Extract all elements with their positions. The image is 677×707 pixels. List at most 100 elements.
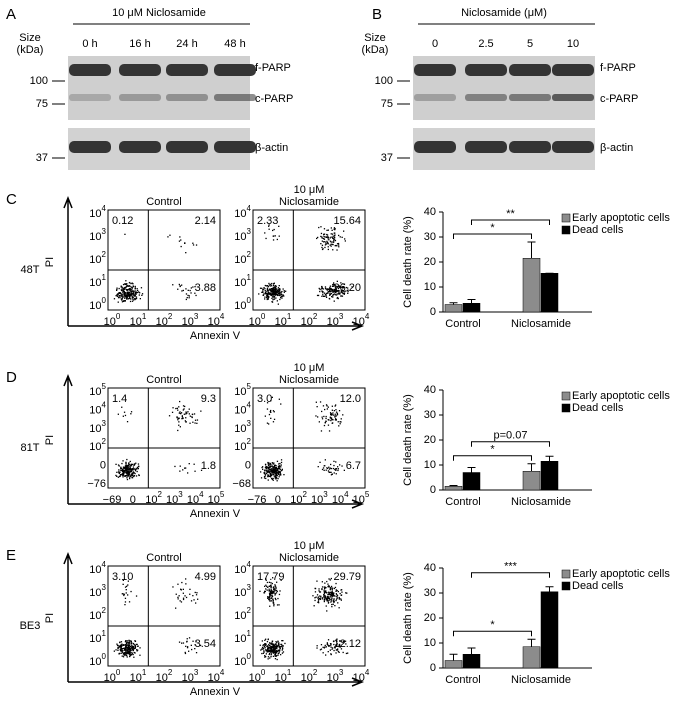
event-dot: [325, 288, 327, 290]
x-tick-label: 103: [327, 312, 344, 328]
bar: [522, 471, 541, 491]
event-dot: [338, 410, 341, 412]
event-dot: [276, 294, 279, 297]
event-dot: [270, 469, 272, 471]
event-dot: [120, 466, 122, 468]
event-dot: [182, 642, 185, 644]
event-dot: [182, 597, 185, 599]
event-dot: [133, 297, 135, 300]
event-dot: [324, 596, 327, 598]
event-dot: [335, 290, 337, 292]
event-dot: [117, 464, 120, 466]
event-dot: [128, 467, 131, 469]
event-dot: [180, 589, 182, 591]
event-dot: [314, 587, 317, 590]
event-dot: [130, 649, 132, 652]
tick-base: 10: [89, 231, 101, 243]
event-dot: [138, 474, 140, 476]
event-dot: [122, 460, 124, 462]
y-tick-label: 103: [234, 227, 251, 243]
tick-base: 10: [130, 672, 142, 684]
event-dot: [318, 588, 320, 590]
event-dot: [327, 601, 330, 603]
event-dot: [327, 236, 329, 238]
event-dot: [274, 649, 276, 651]
event-dot: [128, 464, 130, 467]
event-dot: [279, 291, 281, 293]
quadrant-value: 0.12: [112, 215, 133, 227]
event-dot: [325, 590, 327, 592]
event-dot: [117, 471, 120, 473]
event-dot: [126, 285, 128, 288]
event-dot: [179, 400, 181, 403]
event-dot: [268, 585, 270, 587]
event-dot: [264, 643, 266, 645]
error-bar: [467, 647, 476, 655]
x-tick-label: 104: [353, 668, 370, 684]
event-dot: [129, 298, 132, 300]
event-dot: [130, 654, 132, 656]
event-dot: [326, 642, 328, 644]
event-dot: [325, 605, 327, 607]
tick-exponent: 2: [157, 490, 162, 499]
event-dot: [116, 293, 119, 295]
event-dot: [121, 648, 123, 650]
event-dot: [274, 465, 276, 467]
event-dot: [277, 292, 280, 294]
event-dot: [132, 290, 134, 293]
event-dot: [332, 419, 334, 421]
event-dot: [336, 594, 339, 597]
event-dot: [327, 467, 329, 470]
event-dot: [270, 474, 273, 477]
event-dot: [330, 643, 332, 645]
event-dot: [321, 416, 323, 418]
event-dot: [125, 646, 127, 648]
event-dot: [278, 235, 280, 237]
event-dot: [182, 417, 184, 420]
event-dot: [189, 415, 191, 417]
event-dot: [269, 469, 272, 471]
event-dot: [268, 588, 270, 590]
event-dot: [273, 587, 275, 590]
event-dot: [196, 422, 198, 424]
plot-title: Control: [146, 552, 181, 564]
event-dot: [270, 473, 272, 475]
event-dot: [273, 470, 275, 472]
tick-exponent: 2: [313, 668, 318, 677]
event-dot: [122, 472, 125, 474]
event-dot: [276, 471, 278, 473]
event-dot: [265, 656, 267, 658]
event-dot: [283, 291, 285, 293]
event-dot: [127, 649, 129, 651]
event-dot: [333, 290, 335, 292]
event-dot: [260, 649, 262, 651]
event-dot: [321, 236, 323, 238]
tick-base: 10: [89, 610, 101, 622]
event-dot: [194, 470, 196, 472]
tick-base: 10: [145, 494, 157, 506]
event-dot: [182, 405, 185, 407]
event-dot: [330, 653, 332, 655]
event-dot: [175, 407, 177, 410]
event-dot: [119, 292, 122, 294]
event-dot: [332, 647, 334, 649]
event-dot: [332, 283, 334, 286]
event-dot: [128, 476, 131, 478]
panel-label: B: [372, 6, 382, 23]
x-tick-label: 102: [290, 490, 307, 506]
event-dot: [324, 587, 326, 589]
event-dot: [186, 638, 188, 640]
legend-label: Dead cells: [572, 224, 624, 236]
tick-base: 10: [89, 277, 101, 289]
event-dot: [267, 470, 269, 472]
event-dot: [321, 240, 323, 242]
event-dot: [275, 465, 277, 467]
event-dot: [265, 650, 267, 652]
event-dot: [277, 478, 279, 480]
event-dot: [316, 647, 318, 649]
event-dot: [330, 593, 333, 595]
y-tick-label: 104: [89, 560, 106, 576]
event-dot: [334, 288, 336, 291]
event-dot: [185, 596, 188, 599]
event-dot: [135, 643, 137, 646]
